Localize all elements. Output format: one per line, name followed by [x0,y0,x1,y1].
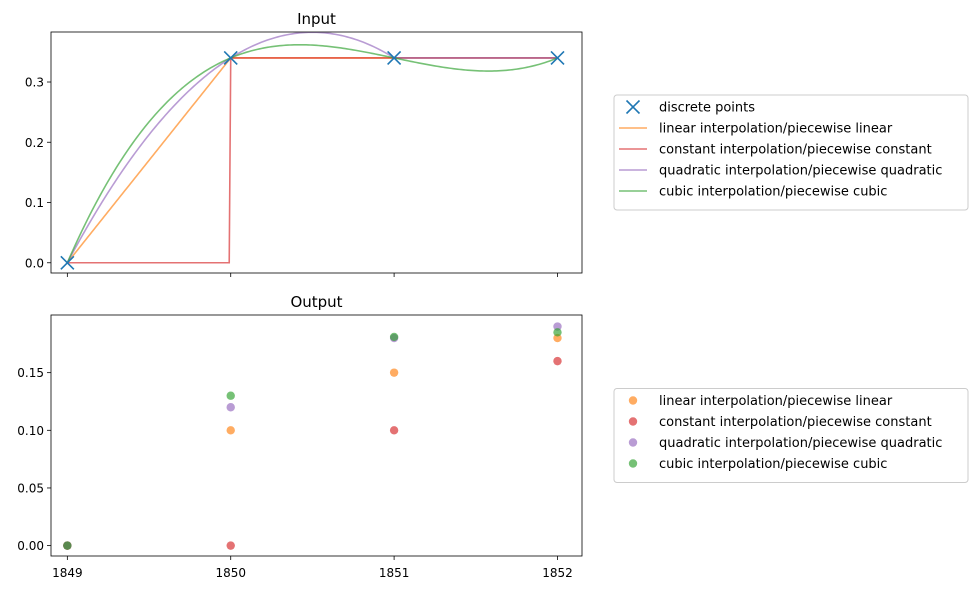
output-panel: Output 1849 1850 1851 1852 0.00 0.05 0.10 0.15 [17,293,583,580]
legend-label: cubic interpolation/piecewise cubic [659,457,887,472]
input-legend: discrete points linear interpolation/piec… [613,94,969,211]
series-line-quadratic [66,32,558,264]
scatter-point [63,541,72,550]
marker-stroke [387,50,402,65]
marker-stroke [223,50,238,65]
legend-label: constant interpolation/piecewise constan… [659,415,932,430]
legend-marker-x [625,99,641,115]
scatter-point [226,541,235,550]
discrete-point-marker [223,50,238,65]
y-tick-label: 0.00 [17,539,44,553]
y-tick-label: 0.15 [17,366,44,380]
legend-label: cubic interpolation/piecewise cubic [659,185,887,200]
scatter-point [553,356,562,366]
legend-label: linear interpolation/piecewise linear [659,394,893,409]
scatter-point [553,322,562,331]
legend-label: quadratic interpolation/piecewise quadra… [659,164,942,179]
legend-label: constant interpolation/piecewise constan… [659,143,932,158]
y-tick-label: 0.3 [25,76,44,90]
marker-stroke [550,50,565,65]
scatter-point [226,426,235,435]
y-tick-label: 0.10 [17,424,44,438]
x-tick-label: 1850 [215,566,246,580]
discrete-point-marker [550,50,565,65]
legend-box [613,388,969,483]
scatter-point [389,426,399,435]
legend-marker-dot [628,396,638,405]
scatter-point [553,333,562,343]
discrete-point-marker [387,50,402,65]
chart-title: Output [290,293,342,311]
scatter-point [226,403,235,412]
output-legend: linear interpolation/piecewise linear con… [613,388,969,483]
series-line-linear [66,57,558,264]
input-panel: Input 0.0 0.1 0.2 0.3 [25,10,583,277]
x-tick-label: 1851 [379,566,410,580]
legend-marker-dot [628,438,638,447]
axes-frame [50,31,583,274]
y-tick-label: 0.0 [25,256,44,270]
x-tick-label: 1849 [52,566,83,580]
y-tick-label: 0.05 [17,481,44,495]
scatter-point [389,368,399,377]
legend-marker-dot [628,417,638,426]
x-tick-label: 1852 [542,566,573,580]
scatter-point [226,391,235,400]
legend-label: quadratic interpolation/piecewise quadra… [659,436,942,451]
y-tick-label: 0.1 [25,196,44,210]
series-line-constant [67,57,558,264]
scatter-point [389,332,399,342]
legend-label: linear interpolation/piecewise linear [659,122,893,137]
legend-box [613,94,969,211]
marker-stroke [60,255,75,270]
chart-title: Input [297,10,336,28]
discrete-point-marker [60,255,75,270]
legend-marker-dot [628,459,638,468]
plot-area [63,322,562,550]
y-tick-label: 0.2 [25,136,44,150]
plot-area [60,32,565,270]
axes-frame [50,314,583,557]
scatter-point [553,328,562,337]
legend-label: discrete points [659,101,755,116]
series-line-cubic [66,43,558,264]
